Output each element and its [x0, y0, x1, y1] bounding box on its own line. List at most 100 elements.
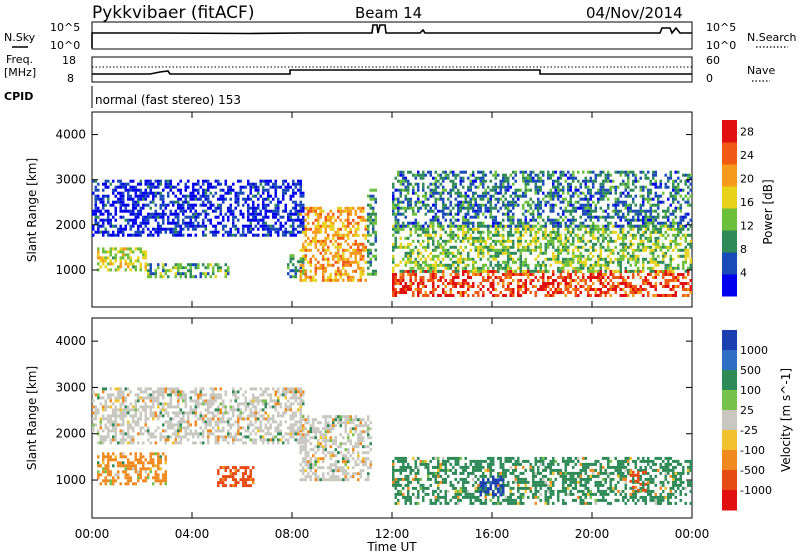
data-cell	[589, 212, 592, 216]
data-cell	[144, 203, 147, 207]
data-cell	[674, 185, 677, 189]
data-cell	[572, 239, 575, 243]
data-cell	[229, 435, 232, 439]
data-cell	[467, 288, 470, 291]
data-cell	[94, 393, 97, 397]
data-cell	[642, 215, 645, 219]
data-cell	[594, 176, 597, 180]
data-cell	[557, 191, 560, 195]
data-cell	[669, 245, 672, 249]
data-cell	[514, 170, 517, 174]
data-cell	[459, 179, 462, 183]
data-cell	[569, 218, 572, 222]
data-cell	[164, 272, 167, 276]
data-cell	[152, 227, 155, 231]
data-cell	[162, 429, 165, 433]
data-cell	[417, 170, 420, 174]
data-cell	[557, 236, 560, 240]
data-cell	[299, 185, 302, 189]
data-cell	[104, 426, 107, 430]
data-cell	[144, 408, 147, 412]
data-cell	[122, 215, 125, 219]
data-cell	[534, 266, 537, 270]
data-cell	[507, 276, 510, 279]
data-cell	[177, 390, 180, 394]
data-cell	[477, 224, 480, 228]
colorbar-swatch	[722, 120, 737, 143]
data-cell	[629, 242, 632, 246]
data-cell	[654, 209, 657, 213]
data-cell	[507, 233, 510, 237]
data-cell	[572, 191, 575, 195]
data-cell	[554, 221, 557, 225]
data-cell	[302, 278, 305, 282]
data-cell	[639, 188, 642, 192]
data-cell	[352, 275, 355, 279]
data-cell	[417, 185, 420, 189]
data-cell	[459, 254, 462, 258]
data-cell	[434, 273, 437, 276]
data-cell	[339, 269, 342, 273]
data-cell	[252, 185, 255, 189]
data-cell	[614, 230, 617, 234]
data-cell	[602, 197, 605, 201]
data-cell	[232, 390, 235, 394]
data-cell	[267, 197, 270, 201]
data-cell	[127, 247, 130, 251]
data-cell	[352, 206, 355, 210]
data-cell	[422, 182, 425, 186]
data-cell	[609, 221, 612, 225]
data-cell	[529, 248, 532, 252]
data-cell	[309, 278, 312, 282]
data-cell	[209, 420, 212, 424]
data-cell	[672, 221, 675, 225]
data-cell	[562, 263, 565, 267]
data-cell	[184, 209, 187, 213]
data-cell	[634, 209, 637, 213]
data-cell	[187, 215, 190, 219]
data-cell	[479, 288, 482, 291]
data-cell	[594, 215, 597, 219]
data-cell	[284, 179, 287, 183]
data-cell	[262, 200, 265, 204]
data-cell	[479, 233, 482, 237]
data-cell	[509, 257, 512, 261]
data-cell	[182, 272, 185, 276]
data-cell	[419, 200, 422, 204]
data-cell	[687, 197, 690, 201]
data-cell	[227, 188, 230, 192]
data-cell	[92, 423, 95, 427]
data-cell	[189, 206, 192, 210]
data-cell	[257, 191, 260, 195]
data-cell	[397, 173, 400, 177]
data-cell	[497, 266, 500, 270]
data-cell	[494, 239, 497, 243]
data-cell	[439, 173, 442, 177]
data-cell	[144, 256, 147, 260]
data-cell	[287, 182, 290, 186]
data-cell	[514, 179, 517, 183]
data-cell	[559, 242, 562, 246]
data-cell	[162, 414, 165, 418]
data-cell	[644, 227, 647, 231]
data-cell	[427, 279, 430, 282]
data-cell	[637, 273, 640, 276]
data-cell	[627, 221, 630, 225]
data-cell	[662, 251, 665, 255]
data-cell	[147, 269, 150, 273]
data-cell	[604, 194, 607, 198]
data-cell	[569, 285, 572, 288]
data-cell	[499, 239, 502, 243]
data-cell	[159, 393, 162, 397]
data-cell	[547, 294, 550, 297]
data-cell	[452, 230, 455, 234]
data-cell	[499, 248, 502, 252]
data-cell	[302, 272, 305, 276]
data-cell	[224, 408, 227, 412]
data-cell	[587, 209, 590, 213]
data-cell	[149, 182, 152, 186]
data-cell	[252, 212, 255, 216]
data-cell	[199, 432, 202, 436]
data-cell	[614, 288, 617, 291]
data-cell	[579, 215, 582, 219]
